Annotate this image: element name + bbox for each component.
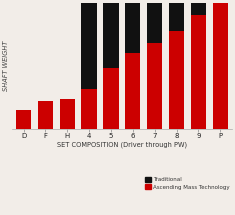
Bar: [125, 3, 141, 53]
Bar: [147, 43, 162, 129]
Bar: [82, 3, 97, 89]
Y-axis label: SHAFT WEIGHT: SHAFT WEIGHT: [3, 41, 9, 91]
Bar: [103, 3, 119, 68]
Bar: [213, 3, 228, 129]
Bar: [191, 15, 206, 129]
Bar: [103, 68, 119, 129]
Legend: Traditional, Ascending Mass Technology: Traditional, Ascending Mass Technology: [143, 175, 232, 192]
Bar: [191, 3, 206, 15]
Bar: [147, 3, 162, 43]
Bar: [125, 53, 141, 129]
Bar: [169, 3, 184, 31]
Bar: [38, 101, 53, 129]
Bar: [16, 110, 31, 129]
Bar: [169, 31, 184, 129]
Bar: [82, 89, 97, 129]
X-axis label: SET COMPOSITION (Driver through PW): SET COMPOSITION (Driver through PW): [57, 142, 187, 148]
Bar: [60, 99, 75, 129]
